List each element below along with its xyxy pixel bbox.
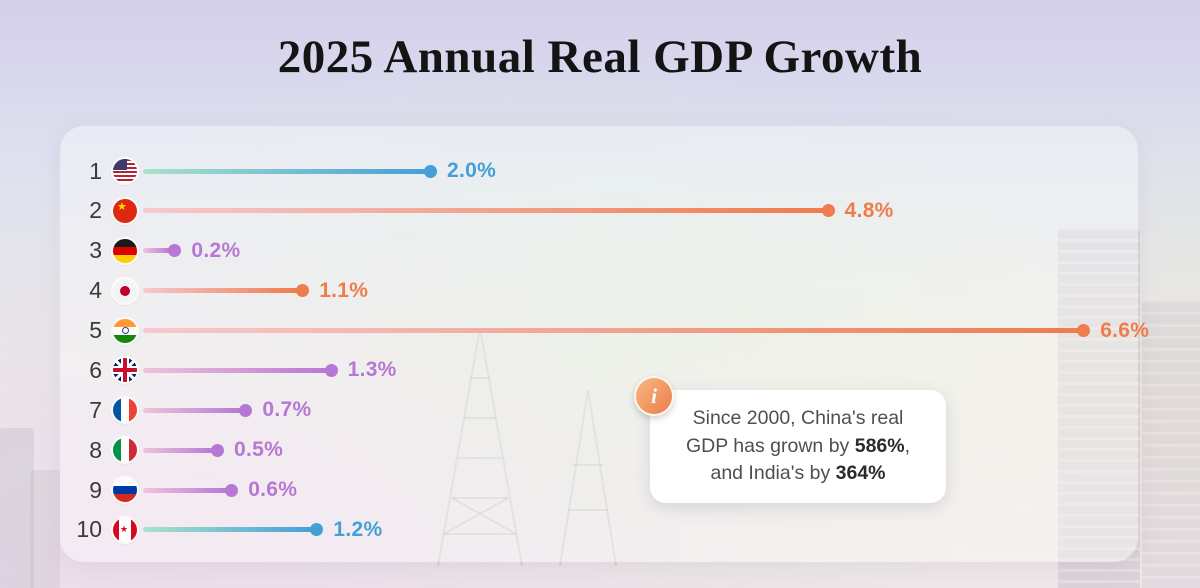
chart-row-cn: 2 4.8% — [72, 196, 1162, 226]
bar-line — [143, 527, 314, 533]
bar-dot — [1077, 324, 1091, 337]
rank-label: 9 — [89, 476, 102, 503]
rank-label: 5 — [89, 317, 102, 343]
flag-cn-icon — [113, 198, 137, 223]
rank-label: 8 — [89, 436, 102, 463]
gdp-growth-chart: 1 2.0% 2 4.8% 3 0.2% 4 1.1% 5 6.6% 6 1.3% 7 0.7% 8 0.5%… — [72, 156, 1162, 545]
bar-line — [143, 407, 243, 413]
chart-panel — [60, 126, 1138, 562]
callout-highlight: 586% — [854, 434, 905, 457]
flag-gb-icon — [113, 358, 137, 383]
bar-line — [143, 367, 328, 373]
flag-de-icon — [113, 238, 137, 263]
value-label: 0.7% — [262, 398, 312, 422]
info-icon: i — [634, 376, 674, 416]
chart-row-it: 8 0.5% — [72, 435, 1162, 465]
chart-row-us: 1 2.0% — [72, 156, 1162, 186]
bar-dot — [239, 403, 253, 417]
value-label: 0.5% — [234, 438, 284, 462]
bar-dot — [168, 244, 182, 258]
info-icon-glyph: i — [651, 383, 657, 408]
bar-line — [143, 208, 825, 214]
chart-row-in: 5 6.6% — [72, 316, 1162, 346]
building-silhouette — [1142, 300, 1200, 588]
building-silhouette — [1058, 228, 1140, 588]
bar-line — [143, 288, 300, 294]
flag-fr-icon — [113, 398, 137, 423]
chart-row-fr: 7 0.7% — [72, 395, 1162, 425]
flag-us-icon — [113, 159, 137, 183]
flag-it-icon — [113, 438, 137, 463]
bar-line — [143, 447, 214, 453]
building-silhouette — [0, 428, 34, 588]
value-label: 1.1% — [319, 278, 369, 302]
chart-row-de: 3 0.2% — [72, 236, 1162, 266]
flag-ru-icon — [113, 478, 137, 502]
rank-label: 6 — [89, 356, 102, 383]
flag-ca-icon — [113, 517, 137, 542]
bar-line — [143, 487, 229, 493]
chart-row-ru: 9 0.6% — [72, 475, 1162, 505]
value-label: 0.6% — [248, 478, 298, 501]
chart-row-ca: 10 1.2% — [72, 515, 1162, 545]
callout-text: Since 2000, China's real GDP has grown b… — [672, 405, 924, 488]
bar-line — [143, 168, 427, 174]
flag-in-icon — [113, 318, 137, 343]
value-label: 1.3% — [347, 358, 397, 382]
rank-label: 2 — [89, 197, 102, 224]
flag-jp-icon — [113, 278, 137, 303]
callout-highlight: 364% — [835, 462, 886, 485]
rank-label: 3 — [89, 237, 102, 264]
callout-text-segment: , and India's by — [710, 434, 911, 485]
bar-dot — [324, 363, 338, 377]
value-label: 1.2% — [333, 517, 383, 541]
rank-label: 10 — [76, 516, 102, 543]
building-silhouette — [30, 470, 60, 588]
rank-label: 4 — [89, 277, 102, 304]
callout-text-segment: Since 2000, China's real GDP has grown b… — [685, 407, 904, 457]
bar-dot — [424, 164, 437, 178]
value-label: 2.0% — [447, 159, 497, 182]
rank-label: 7 — [89, 396, 102, 423]
page-title: 2025 Annual Real GDP Growth — [277, 31, 923, 83]
bar-dot — [211, 443, 224, 457]
bar-line — [143, 248, 172, 254]
bar-dot — [225, 483, 239, 497]
bar-line — [143, 328, 1081, 333]
value-label: 0.2% — [191, 238, 241, 262]
chart-row-gb: 6 1.3% — [72, 355, 1162, 385]
info-callout: i Since 2000, China's real GDP has grown… — [634, 376, 946, 504]
bar-dot — [310, 523, 324, 537]
value-label: 6.6% — [1100, 318, 1150, 342]
chart-row-jp: 4 1.1% — [72, 276, 1162, 306]
bar-dot — [821, 204, 835, 218]
bar-dot — [296, 284, 310, 298]
value-label: 4.8% — [844, 198, 894, 222]
rank-label: 1 — [89, 157, 102, 184]
